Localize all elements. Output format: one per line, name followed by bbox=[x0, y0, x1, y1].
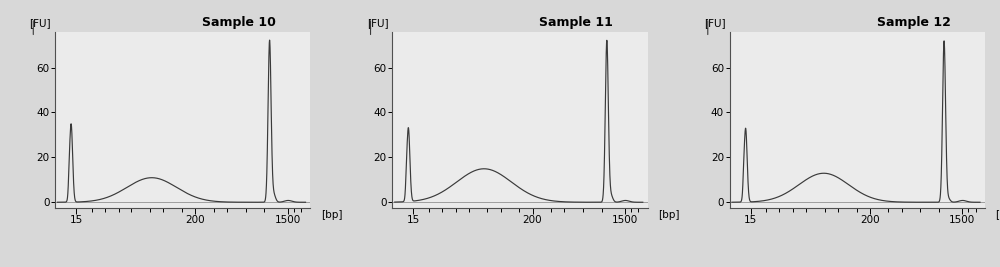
Title: Sample 11: Sample 11 bbox=[539, 17, 613, 29]
Text: [FU]: [FU] bbox=[367, 18, 388, 29]
Title: Sample 10: Sample 10 bbox=[202, 17, 276, 29]
Text: [bp]: [bp] bbox=[658, 210, 679, 220]
Text: [bp]: [bp] bbox=[995, 210, 1000, 220]
Text: [FU]: [FU] bbox=[704, 18, 726, 29]
Text: [bp]: [bp] bbox=[321, 210, 342, 220]
Text: [FU]: [FU] bbox=[29, 18, 51, 29]
Title: Sample 12: Sample 12 bbox=[877, 17, 950, 29]
